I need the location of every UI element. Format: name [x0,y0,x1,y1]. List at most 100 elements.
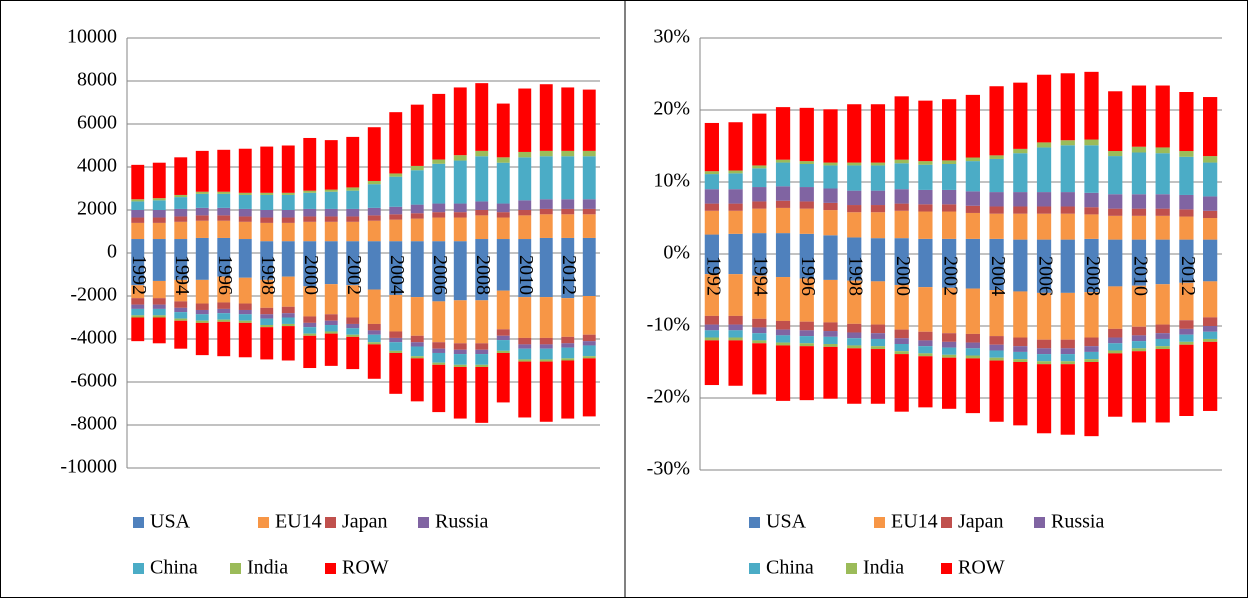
bar-segment [847,338,862,346]
bar-segment [894,329,909,339]
bar-segment [324,191,338,209]
bar-segment [303,208,317,217]
bar-segment [238,208,252,217]
bar-segment [728,337,743,341]
bar-segment [346,336,360,370]
legend-label: Russia [1051,511,1104,533]
bar-segment [1060,354,1075,362]
bar-segment [539,84,553,151]
bar-segment [303,253,317,287]
bar-segment [410,358,424,402]
bar-segment [152,280,166,299]
bar-segment [539,361,553,422]
bar-segment [518,253,532,298]
bar-segment [496,350,510,353]
y-tick-label: -4000 [70,327,117,349]
bar-segment [561,150,575,157]
bar-segment [918,189,933,205]
bar-segment [799,330,814,337]
bar-segment [346,328,360,335]
bar-segment [303,286,317,317]
bar-segment [410,335,424,343]
bar-segment [346,323,360,329]
bar-segment [367,342,381,345]
bar-segment [942,341,957,348]
bar-segment [847,237,862,254]
bar-segment [389,206,403,215]
bar-segment [894,354,909,412]
bar-segment [918,164,933,190]
bar-segment [989,206,1004,214]
bar-segment [942,189,957,205]
bar-segment [775,233,791,254]
bar-segment [894,254,909,285]
bar-segment [238,320,252,323]
bar-segment [894,338,909,344]
bar-segment [1036,239,1052,254]
bar-segment [1179,320,1194,329]
bar-segment [453,253,467,301]
bar-segment [1131,254,1147,286]
bar-segment [582,345,596,357]
bar-segment [1179,254,1194,283]
bar-segment [918,287,933,332]
bar-segment [1203,317,1218,326]
bar-segment [1036,192,1052,207]
bar-segment [704,274,719,316]
bar-segment [346,285,360,318]
bar-segment [539,199,553,209]
bar-segment [539,348,553,360]
bar-segment [475,349,489,355]
bar-segment [152,317,166,344]
y-tick-label: 30% [653,26,690,48]
bar-segment [989,344,1004,351]
bar-segment [518,344,532,349]
bar-segment [1179,341,1194,345]
bar-segment [942,254,957,288]
bar-segment [518,297,532,338]
bar-segment [131,253,145,286]
legend-label: Russia [435,511,488,533]
bar-segment [1108,194,1123,209]
bar-segment [217,321,231,357]
bar-segment [1203,341,1218,411]
bar-segment [195,237,209,253]
bar-segment [195,207,209,216]
bar-segment [410,297,424,336]
bar-segment [582,356,596,359]
bar-segment [260,222,274,242]
bar-segment [152,222,166,240]
bar-segment [1036,213,1052,240]
bar-segment [1179,344,1194,416]
bar-segment [775,254,791,278]
bar-segment [942,238,957,254]
bar-segment [918,353,933,357]
bar-segment [453,349,467,355]
bar-segment [847,104,862,163]
bar-segment [1155,194,1170,209]
bar-segment [752,113,767,166]
bar-segment [870,349,886,404]
bar-segment [539,237,553,253]
bar-segment [281,306,295,314]
bar-segment [539,156,553,200]
y-tick-label: 6000 [77,112,117,134]
bar-segment [1155,338,1170,347]
bar-segment [453,160,467,204]
legend-label: EU14 [891,511,938,533]
y-tick-label: 2000 [77,198,117,220]
bar-segment [1036,142,1052,148]
bar-segment [1060,140,1075,146]
bar-segment [453,217,467,242]
x-tick-label: 2008 [472,255,494,295]
bar-segment [453,364,467,367]
bar-segment [281,323,295,327]
bar-segment [432,93,446,160]
bar-segment [475,201,489,210]
legend-swatch [941,517,952,528]
bar-segment [918,100,933,162]
bar-segment [1155,153,1170,195]
bar-segment [1155,349,1170,423]
bar-segment [174,197,188,209]
bar-segment [1084,337,1099,347]
